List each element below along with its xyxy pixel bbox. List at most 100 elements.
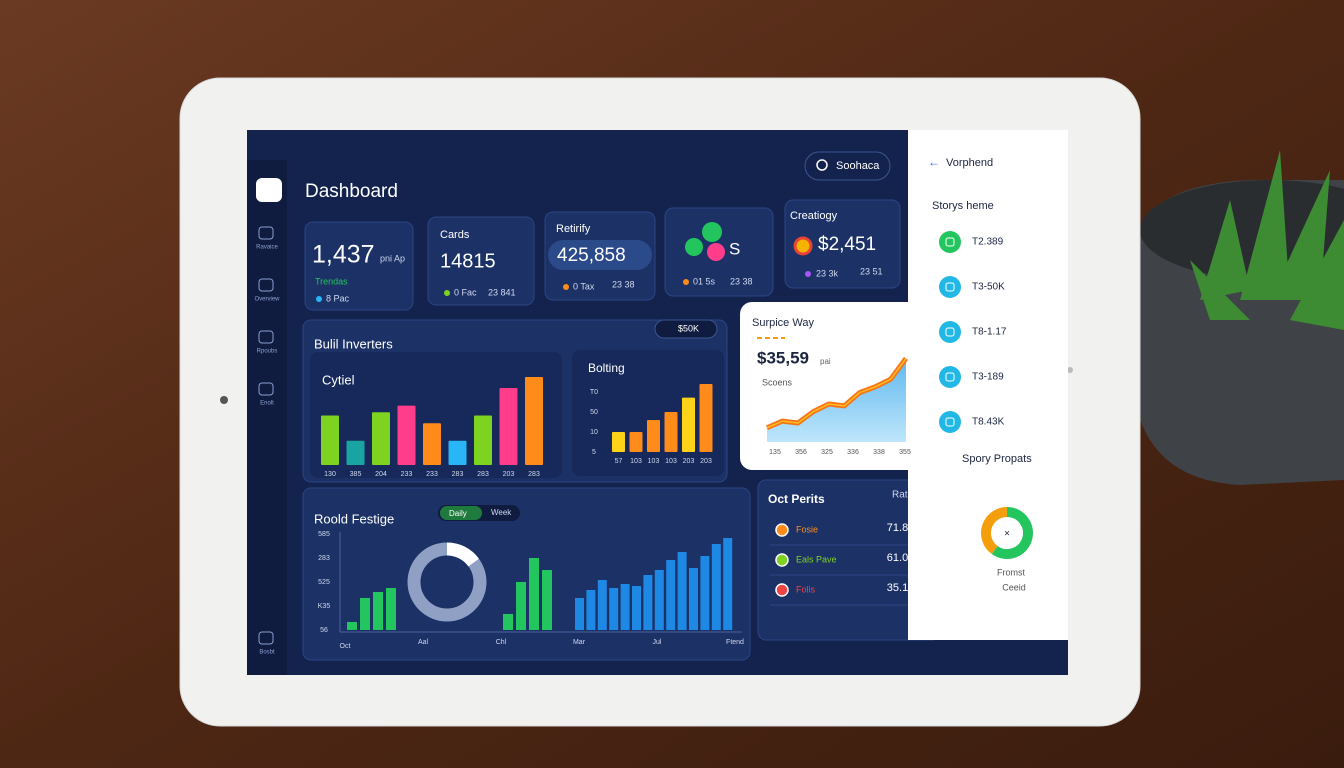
card-label: Scoens bbox=[762, 377, 793, 387]
icon bbox=[793, 236, 813, 256]
bar bbox=[597, 580, 607, 630]
bar bbox=[529, 558, 539, 630]
panel-title: Roold Festige bbox=[314, 511, 394, 526]
x-label: 203 bbox=[700, 458, 712, 465]
bar bbox=[474, 415, 492, 465]
bar bbox=[575, 598, 584, 630]
card-stat: 0 Tax bbox=[573, 281, 595, 291]
card-value: $35,59 bbox=[757, 348, 809, 367]
toggle-option[interactable]: Week bbox=[491, 508, 512, 517]
icon bbox=[685, 238, 703, 256]
bar bbox=[620, 584, 630, 630]
footer-text: Fromst bbox=[997, 567, 1025, 577]
back-link[interactable]: Vorphend bbox=[946, 157, 993, 169]
item-glyph bbox=[945, 372, 955, 382]
nav-label: Ravaice bbox=[256, 245, 278, 251]
bar bbox=[499, 388, 518, 465]
chart-title: Cytiel bbox=[322, 372, 355, 387]
x-label: 338 bbox=[873, 449, 885, 456]
icon bbox=[707, 243, 725, 261]
card-stat: 01 5s bbox=[693, 276, 716, 286]
badge[interactable] bbox=[654, 319, 718, 339]
bar bbox=[654, 570, 664, 630]
x-label: 103 bbox=[648, 458, 660, 465]
bar bbox=[666, 560, 676, 630]
bar bbox=[346, 440, 365, 465]
x-label: 57 bbox=[615, 458, 623, 465]
item-icon[interactable] bbox=[939, 411, 961, 433]
x-label: Aal bbox=[418, 639, 429, 646]
x-label: 336 bbox=[847, 449, 859, 456]
nav-icon[interactable] bbox=[258, 330, 274, 344]
donut-segment bbox=[981, 507, 1008, 555]
x-label: 130 bbox=[324, 471, 336, 478]
card-unit: pni Ap bbox=[380, 253, 405, 263]
dot bbox=[316, 296, 322, 302]
item-icon[interactable] bbox=[939, 231, 961, 253]
page-title: Dashboard bbox=[305, 181, 398, 202]
card-title: Cards bbox=[440, 229, 470, 241]
y-label: 525 bbox=[318, 579, 330, 586]
x-label: 233 bbox=[426, 471, 438, 478]
bar bbox=[397, 405, 416, 465]
card[interactable] bbox=[427, 216, 535, 306]
dot bbox=[683, 279, 689, 285]
logo[interactable] bbox=[256, 178, 282, 202]
nav-icon[interactable] bbox=[258, 382, 274, 396]
card-stat: 23 841 bbox=[488, 287, 516, 297]
item-icon[interactable] bbox=[939, 366, 961, 388]
card-title: Retirify bbox=[556, 223, 591, 235]
item-icon[interactable] bbox=[939, 321, 961, 343]
bar bbox=[347, 622, 357, 630]
sensor bbox=[1067, 367, 1073, 373]
donut-icon: × bbox=[1004, 529, 1010, 540]
x-label: 233 bbox=[401, 471, 413, 478]
x-label: Ftend bbox=[726, 639, 744, 646]
back-arrow[interactable]: ← bbox=[928, 155, 940, 169]
bar bbox=[682, 397, 695, 452]
card[interactable] bbox=[784, 199, 901, 289]
card-title: Surpice Way bbox=[752, 317, 814, 329]
card-unit: pai bbox=[820, 357, 831, 366]
panel-title: Bulil Inverters bbox=[314, 336, 393, 351]
card[interactable] bbox=[304, 221, 414, 311]
y-label: 10 bbox=[590, 429, 598, 436]
nav-icon[interactable] bbox=[258, 226, 274, 240]
x-label: Mar bbox=[573, 639, 586, 646]
nav-icon[interactable] bbox=[258, 278, 274, 292]
card-value: 1,437 bbox=[312, 241, 375, 269]
bar bbox=[711, 544, 721, 630]
card-stat: 23 38 bbox=[730, 276, 753, 286]
y-label: 50 bbox=[590, 409, 598, 416]
icon bbox=[702, 222, 722, 242]
item-label: T8.43K bbox=[972, 417, 1005, 428]
bar bbox=[586, 590, 596, 630]
camera bbox=[220, 396, 228, 404]
item-icon[interactable] bbox=[939, 276, 961, 298]
item-glyph bbox=[945, 327, 955, 337]
nav-icon[interactable] bbox=[258, 631, 274, 645]
row-name: Fosie bbox=[796, 524, 818, 534]
nav-label: Bosbt bbox=[259, 650, 275, 656]
sidebar bbox=[247, 160, 287, 675]
column-title: Ratio bbox=[892, 490, 916, 501]
value-pill bbox=[548, 240, 652, 270]
row-name: Eals Pave bbox=[796, 554, 837, 564]
bar bbox=[448, 440, 467, 465]
search-box[interactable] bbox=[804, 151, 891, 181]
x-label: 204 bbox=[375, 471, 387, 478]
row-icon bbox=[775, 583, 789, 597]
bar bbox=[629, 432, 643, 452]
bar bbox=[373, 592, 383, 630]
badge-text: $50K bbox=[678, 323, 699, 333]
bar bbox=[525, 377, 543, 465]
toggle-active[interactable] bbox=[440, 506, 482, 520]
bar bbox=[723, 538, 733, 630]
sidebar-items: Ravaice Overview Rpoubs Enolt Bosbt bbox=[254, 226, 280, 656]
item-glyph bbox=[945, 417, 955, 427]
plant bbox=[1135, 150, 1344, 485]
line-highlight bbox=[766, 357, 907, 429]
card-value: 14815 bbox=[440, 250, 496, 272]
x-label: 103 bbox=[665, 458, 677, 465]
chart-title: Bolting bbox=[588, 361, 625, 375]
